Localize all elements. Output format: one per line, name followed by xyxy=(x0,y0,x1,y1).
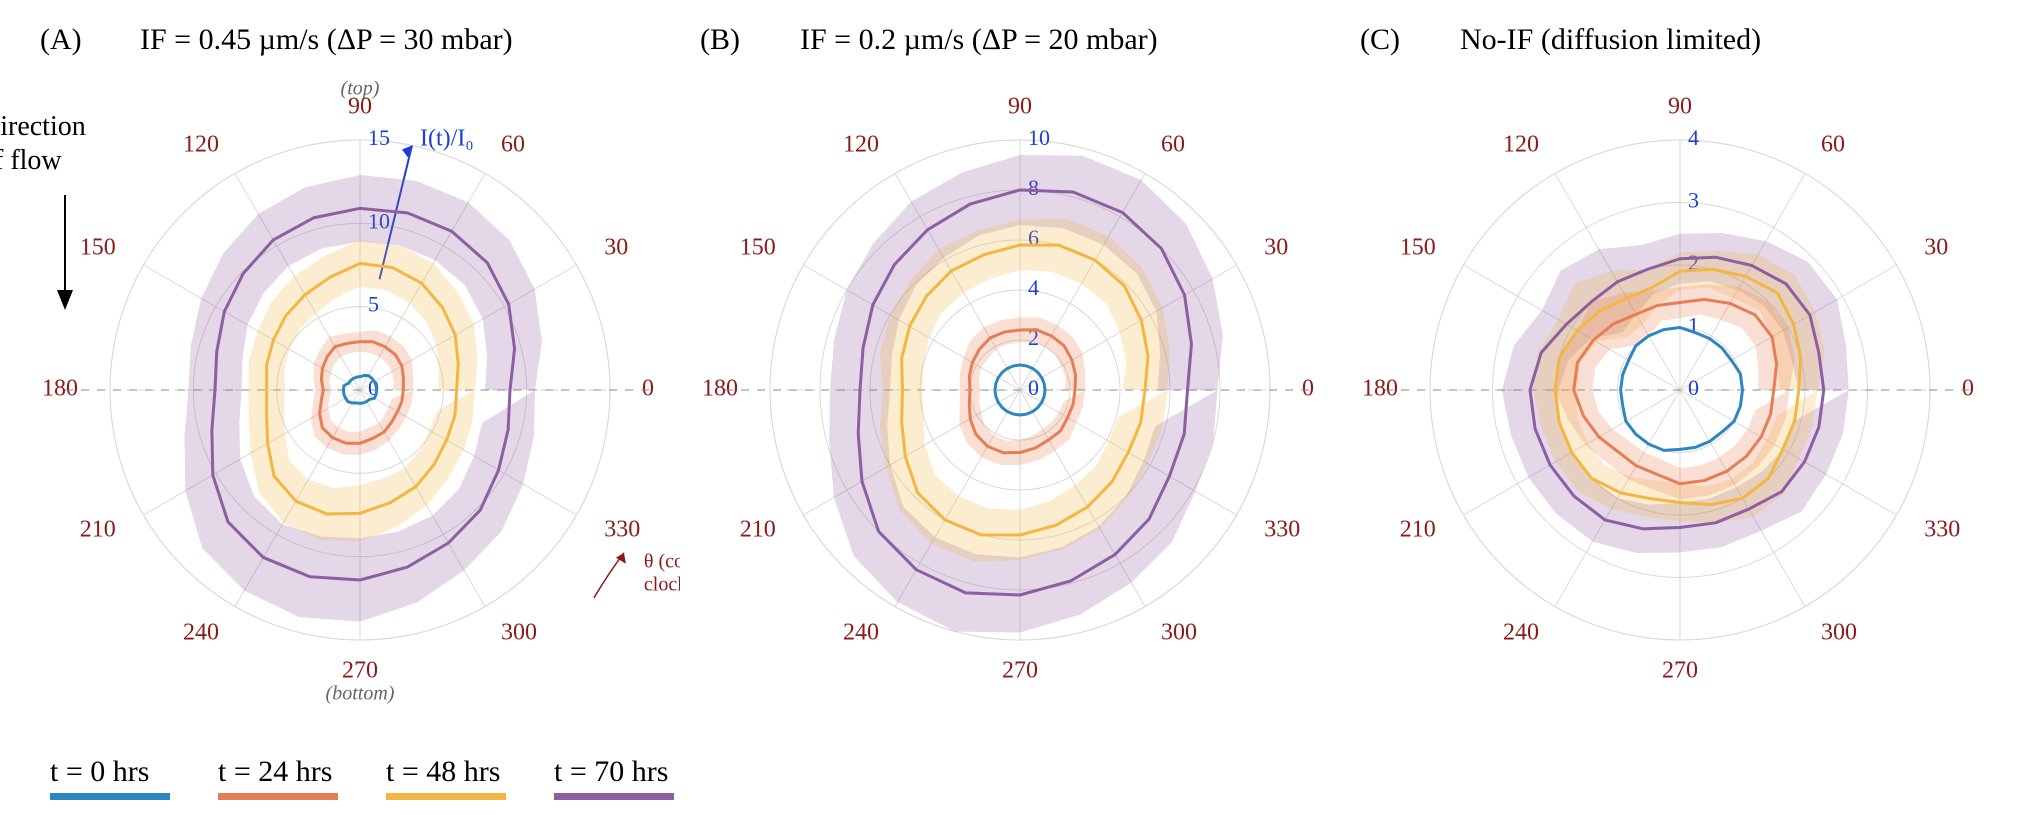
svg-text:120: 120 xyxy=(1503,131,1539,157)
svg-text:0: 0 xyxy=(1962,376,1974,402)
svg-text:180: 180 xyxy=(1362,376,1398,402)
panel-c: (C)No-IF (diffusion limited)030609012015… xyxy=(1340,20,2000,745)
svg-text:(top): (top) xyxy=(341,78,380,100)
svg-text:0: 0 xyxy=(1688,375,1699,400)
direction-of-flow-arrow-icon xyxy=(50,195,80,315)
svg-text:240: 240 xyxy=(183,620,219,646)
svg-text:150: 150 xyxy=(80,235,116,261)
svg-text:240: 240 xyxy=(1503,620,1539,646)
panel-a: (A)IF = 0.45 µm/s (ΔP = 30 mbar)03060901… xyxy=(20,20,680,745)
svg-text:300: 300 xyxy=(1821,620,1857,646)
svg-text:IF = 0.2 µm/s (ΔP = 20 mbar): IF = 0.2 µm/s (ΔP = 20 mbar) xyxy=(800,23,1158,56)
panels-row: (A)IF = 0.45 µm/s (ΔP = 30 mbar)03060901… xyxy=(20,20,2023,745)
svg-text:(bottom): (bottom) xyxy=(326,683,395,705)
svg-text:60: 60 xyxy=(1821,131,1845,157)
svg-text:θ (counter-: θ (counter- xyxy=(644,550,680,572)
svg-text:30: 30 xyxy=(604,235,628,261)
svg-text:300: 300 xyxy=(501,620,537,646)
svg-text:10: 10 xyxy=(1028,125,1050,150)
svg-text:150: 150 xyxy=(1400,235,1436,261)
svg-text:60: 60 xyxy=(501,131,525,157)
svg-text:(C): (C) xyxy=(1360,23,1400,56)
panel-b: (B) IF = 0.2 µm/s (ΔP = 20 mbar) 0 30 60 90 12… xyxy=(680,20,1340,745)
legend-swatch xyxy=(386,793,506,800)
legend-swatch xyxy=(218,793,338,800)
svg-text:15: 15 xyxy=(368,125,390,150)
legend-item-t70: t = 70 hrs xyxy=(554,755,674,800)
svg-text:300: 300 xyxy=(1161,620,1197,646)
svg-text:5: 5 xyxy=(368,292,379,317)
legend-item-t48: t = 48 hrs xyxy=(386,755,506,800)
legend-label: t = 70 hrs xyxy=(554,755,668,789)
svg-text:330: 330 xyxy=(604,517,640,543)
svg-text:240: 240 xyxy=(843,620,879,646)
legend: t = 0 hrs t = 24 hrs t = 48 hrs t = 70 hrs xyxy=(50,755,2023,800)
svg-text:270: 270 xyxy=(342,658,378,684)
direction-of-flow-label: Directionof flow xyxy=(0,110,86,177)
svg-text:0: 0 xyxy=(642,376,654,402)
svg-text:0: 0 xyxy=(1028,375,1039,400)
svg-text:180: 180 xyxy=(42,376,78,402)
svg-text:210: 210 xyxy=(1400,517,1436,543)
svg-text:90: 90 xyxy=(1668,94,1692,120)
svg-text:120: 120 xyxy=(183,131,219,157)
svg-text:3: 3 xyxy=(1688,188,1699,213)
svg-text:clockwise): clockwise) xyxy=(644,573,680,595)
flow-line2: of flow xyxy=(0,145,62,176)
legend-label: t = 48 hrs xyxy=(386,755,500,789)
svg-text:4: 4 xyxy=(1688,125,1699,150)
svg-text:60: 60 xyxy=(1161,131,1185,157)
legend-label: t = 24 hrs xyxy=(218,755,332,789)
svg-text:30: 30 xyxy=(1924,235,1948,261)
svg-text:(B): (B) xyxy=(700,23,740,56)
svg-text:90: 90 xyxy=(1008,94,1032,120)
svg-text:No-IF (diffusion limited): No-IF (diffusion limited) xyxy=(1460,23,1761,56)
flow-line1: Direction xyxy=(0,111,86,142)
legend-item-t24: t = 24 hrs xyxy=(218,755,338,800)
svg-text:30: 30 xyxy=(1264,235,1288,261)
legend-item-t0: t = 0 hrs xyxy=(50,755,170,800)
svg-text:4: 4 xyxy=(1028,275,1039,300)
svg-text:120: 120 xyxy=(843,131,879,157)
svg-text:270: 270 xyxy=(1002,658,1038,684)
svg-text:180: 180 xyxy=(702,376,738,402)
svg-text:150: 150 xyxy=(740,235,776,261)
svg-text:IF = 0.45 µm/s (ΔP = 30 mbar): IF = 0.45 µm/s (ΔP = 30 mbar) xyxy=(140,23,513,56)
legend-label: t = 0 hrs xyxy=(50,755,149,789)
figure-root: (A)IF = 0.45 µm/s (ΔP = 30 mbar)03060901… xyxy=(20,20,2023,800)
svg-text:I(t)/I₀: I(t)/I₀ xyxy=(420,126,474,152)
legend-swatch xyxy=(50,793,170,800)
svg-text:(A): (A) xyxy=(40,23,82,56)
svg-text:210: 210 xyxy=(740,517,776,543)
svg-text:330: 330 xyxy=(1264,517,1300,543)
legend-swatch xyxy=(554,793,674,800)
svg-text:330: 330 xyxy=(1924,517,1960,543)
svg-text:270: 270 xyxy=(1662,658,1698,684)
svg-text:0: 0 xyxy=(1302,376,1314,402)
svg-text:210: 210 xyxy=(80,517,116,543)
